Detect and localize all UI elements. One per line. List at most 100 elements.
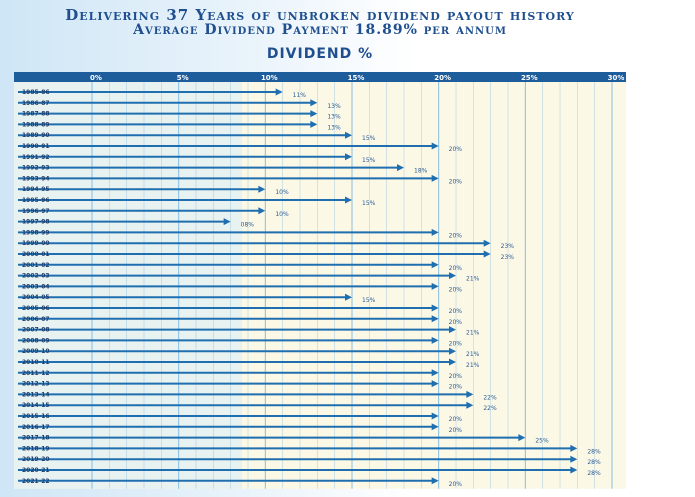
category-label: 2009-10 bbox=[22, 348, 50, 355]
bar-arrowhead bbox=[345, 153, 352, 161]
bar-arrowhead bbox=[345, 293, 352, 301]
x-tick-label: 10% bbox=[261, 74, 278, 82]
category-label: 1985-86 bbox=[22, 89, 50, 96]
x-tick-label: 5% bbox=[177, 74, 189, 82]
category-label: 1988-89 bbox=[22, 121, 50, 128]
x-axis-band bbox=[14, 72, 626, 82]
bar-arrowhead bbox=[431, 423, 439, 431]
data-label: 20% bbox=[449, 146, 463, 153]
data-label: 21% bbox=[466, 330, 480, 337]
category-label: 2000-01 bbox=[22, 251, 50, 258]
data-label: 21% bbox=[466, 362, 480, 369]
data-label: 20% bbox=[449, 340, 463, 347]
bar-arrowhead bbox=[431, 369, 439, 377]
category-label: 2014-15 bbox=[22, 402, 50, 409]
data-label: 28% bbox=[587, 448, 601, 455]
bar-arrowhead bbox=[431, 282, 439, 290]
bar-arrowhead bbox=[466, 390, 474, 398]
bar-arrowhead bbox=[431, 228, 439, 236]
data-label: 28% bbox=[587, 459, 601, 466]
x-tick-label: 15% bbox=[348, 74, 365, 82]
data-label: 20% bbox=[449, 481, 463, 488]
category-label: 1986-87 bbox=[22, 100, 50, 107]
bar-arrowhead bbox=[258, 207, 266, 215]
data-label: 20% bbox=[449, 384, 463, 391]
bar-arrowhead bbox=[345, 131, 352, 139]
data-labels: 11% 13% 13% 13% 15% 20% 15% 18% 20% 10% 15% 10% 08% 2… bbox=[241, 92, 601, 488]
category-label: 2005-06 bbox=[22, 305, 50, 312]
category-label: 1989-90 bbox=[22, 132, 50, 139]
category-label: 2002-03 bbox=[22, 273, 50, 280]
bar-arrowhead bbox=[466, 401, 474, 409]
bar-arrowhead bbox=[570, 466, 578, 474]
data-label: 20% bbox=[449, 178, 463, 185]
bar-arrowhead bbox=[483, 250, 491, 258]
data-label: 13% bbox=[327, 114, 341, 121]
category-label: 1999-00 bbox=[22, 240, 50, 247]
category-label: 1996-97 bbox=[22, 208, 50, 215]
chart-title: DIVIDEND % bbox=[266, 46, 374, 62]
data-label: 21% bbox=[466, 276, 480, 283]
bar-arrowhead bbox=[483, 239, 491, 247]
data-label: 15% bbox=[362, 135, 376, 142]
category-label: 2013-14 bbox=[22, 391, 50, 398]
data-label: 20% bbox=[449, 319, 463, 326]
bar-arrowhead bbox=[431, 304, 439, 312]
category-label: 2012-13 bbox=[22, 381, 50, 388]
bar-arrowhead bbox=[431, 315, 439, 323]
category-label: 1992-93 bbox=[22, 165, 50, 172]
data-label: 10% bbox=[275, 189, 289, 196]
bar-arrowhead bbox=[310, 99, 318, 107]
bar-arrowhead bbox=[397, 164, 404, 172]
bar-arrowhead bbox=[431, 412, 439, 420]
x-tick-labels: 0% 5% 10% 15% 20% 25% 30% bbox=[90, 74, 624, 82]
category-label: 2015-16 bbox=[22, 413, 50, 420]
bar-arrowhead bbox=[431, 336, 439, 344]
bar-arrowhead bbox=[570, 444, 578, 452]
bar-arrowhead bbox=[570, 455, 578, 463]
data-label: 22% bbox=[483, 394, 497, 401]
bar-arrowhead bbox=[431, 174, 439, 182]
category-label: 1990-91 bbox=[22, 143, 50, 150]
category-label: 2020-21 bbox=[22, 467, 50, 474]
bar-arrowhead bbox=[431, 142, 439, 150]
data-label: 23% bbox=[501, 243, 515, 250]
data-label: 13% bbox=[327, 124, 341, 131]
bar-arrowhead bbox=[310, 120, 318, 128]
data-label: 21% bbox=[466, 351, 480, 358]
bar-arrowhead bbox=[449, 347, 456, 355]
x-tick-label: 20% bbox=[434, 74, 451, 82]
data-label: 20% bbox=[449, 265, 463, 272]
category-label: 1995-96 bbox=[22, 197, 50, 204]
category-label: 2003-04 bbox=[22, 283, 50, 290]
category-label: 1991-92 bbox=[22, 154, 50, 161]
data-label: 25% bbox=[535, 438, 549, 445]
bar-arrowhead bbox=[431, 477, 439, 485]
data-label: 18% bbox=[414, 168, 428, 175]
data-label: 22% bbox=[483, 405, 497, 412]
bar-arrowhead bbox=[223, 218, 231, 226]
bar-arrowhead bbox=[518, 434, 526, 442]
data-label: 15% bbox=[362, 157, 376, 164]
x-tick-label: 30% bbox=[608, 74, 625, 82]
data-label: 10% bbox=[275, 211, 289, 218]
category-label: 1993-94 bbox=[22, 175, 50, 182]
data-label: 13% bbox=[327, 103, 341, 110]
data-label: 20% bbox=[449, 416, 463, 423]
right-margin bbox=[635, 0, 695, 497]
bar-arrowhead bbox=[449, 326, 456, 334]
bar-arrowhead bbox=[449, 272, 456, 280]
category-label: 2010-11 bbox=[22, 359, 50, 366]
category-label: 2011-12 bbox=[22, 370, 50, 377]
category-label: 2017-18 bbox=[22, 435, 50, 442]
bar-arrowhead bbox=[310, 110, 318, 118]
x-tick-label: 0% bbox=[90, 74, 102, 82]
category-label: 2006-07 bbox=[22, 316, 50, 323]
data-label: 15% bbox=[362, 297, 376, 304]
category-label: 1998-99 bbox=[22, 229, 50, 236]
bar-arrowhead bbox=[431, 261, 439, 269]
category-label: 2004-05 bbox=[22, 294, 50, 301]
bar-arrowhead bbox=[449, 358, 456, 366]
category-label: 2016-17 bbox=[22, 424, 50, 431]
data-label: 11% bbox=[293, 92, 307, 99]
